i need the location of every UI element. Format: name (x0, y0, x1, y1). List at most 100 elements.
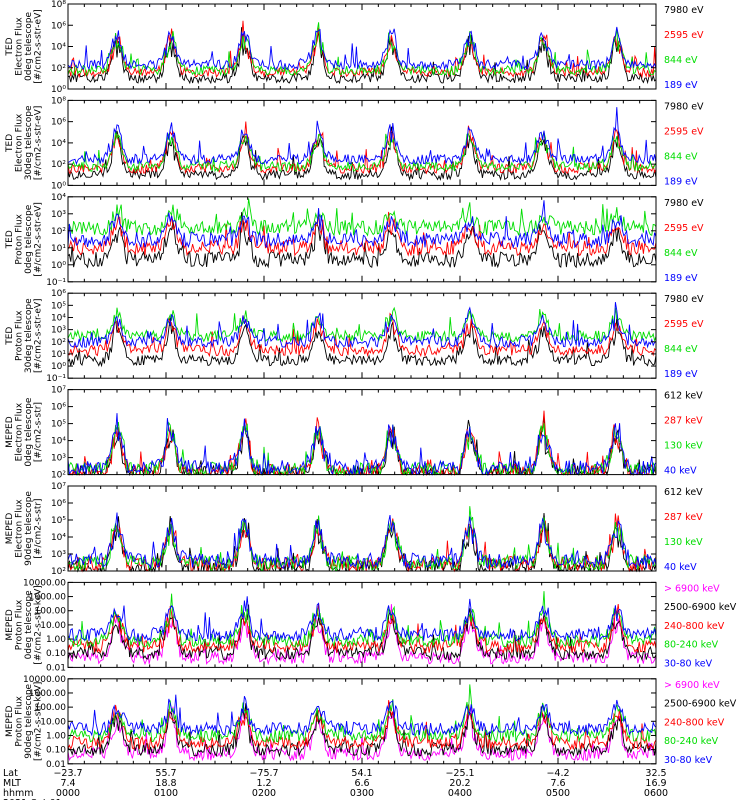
time-axis-label: −25.1 (445, 768, 474, 779)
y-tick-label: 10⁵ (51, 301, 66, 311)
legend-entry: 287 keV (664, 416, 703, 427)
legend-entry: 2500-6900 keV (664, 699, 737, 710)
y-tick-label: 10² (51, 160, 66, 170)
legend-entry: 40 keV (664, 466, 697, 477)
y-axis-label: [#/cm2-s-str-keV] (34, 585, 44, 664)
y-tick-label: 10⁰ (51, 181, 66, 191)
y-axis-label: [#/cm2-s-str] (34, 498, 44, 558)
y-tick-label: 10⁻¹ (46, 278, 66, 288)
panel-2: 10⁰ 10² 10⁴ 10⁶ 10⁸ TED Electron Flux 30deg tel… (5, 96, 704, 191)
time-axis-label: 20.2 (449, 778, 470, 789)
series-line (67, 200, 657, 249)
y-axis-label: 0deg telescope (24, 204, 34, 274)
y-tick-label: 1.00 (46, 731, 66, 741)
y-tick-label: 10⁷ (51, 386, 66, 396)
panel-7: 0.01 0.10 1.00 10.00 100.00 1000.00 10000.00 ME… (5, 578, 737, 673)
series-line (67, 694, 657, 737)
y-axis-label: TED (5, 37, 15, 56)
legend-entry: 7980 eV (664, 101, 704, 112)
y-tick-label: 10⁶ (51, 499, 66, 509)
y-tick-label: 10⁶ (51, 21, 66, 31)
y-axis-label: Proton Flux (15, 599, 25, 650)
panel-5: 10² 10³ 10⁴ 10⁵ 10⁶ 10⁷ MEPED Electron Flux 0deg… (5, 386, 703, 481)
y-tick-label: 10⁴ (51, 193, 66, 203)
time-axis-label: 55.7 (155, 768, 176, 779)
time-axis-label: 0600 (644, 788, 668, 799)
y-tick-label: 10² (51, 338, 66, 348)
y-axis-label: [#/cm2-s-str-eV] (34, 202, 44, 277)
legend-entry: 80-240 keV (664, 736, 719, 747)
legend-entry: 844 eV (664, 344, 698, 355)
time-axis-label: 0300 (350, 788, 374, 799)
legend-entry: 189 eV (664, 273, 698, 284)
y-tick-label: 10⁴ (51, 139, 66, 149)
time-axis-label: 7.6 (550, 778, 565, 789)
legend-entry: 287 keV (664, 512, 703, 523)
time-axis-label: −23.7 (53, 768, 82, 779)
y-axis-label: Proton Flux (15, 310, 25, 361)
y-tick-label: 10⁰ (51, 362, 66, 372)
legend-entry: 80-240 keV (664, 640, 719, 651)
panel-4: 10⁻¹ 10⁰ 10¹ 10² 10³ 10⁴ 10⁵ 10⁶ TED Proton Flux 3… (5, 289, 704, 384)
y-tick-label: 1000.00 (29, 593, 66, 603)
legend-entry: 612 keV (664, 391, 703, 402)
legend-entry: 7980 eV (664, 5, 704, 16)
y-tick-label: 10¹ (51, 350, 66, 360)
y-axis-label: Proton Flux (15, 695, 25, 746)
y-tick-label: 10² (51, 64, 66, 74)
y-tick-label: 10⁴ (51, 437, 66, 447)
y-axis-label: TED (5, 230, 15, 249)
panel-6: 10² 10³ 10⁴ 10⁵ 10⁶ 10⁷ MEPED Electron Flux 90de… (5, 482, 703, 577)
legend-entry: 40 keV (664, 562, 697, 573)
y-tick-label: 10⁵ (51, 420, 66, 430)
series-line (67, 312, 657, 358)
time-axis-label: 7.4 (60, 778, 75, 789)
legend-entry: 130 keV (664, 537, 703, 548)
series-line (67, 121, 657, 175)
legend-entry: 240-800 keV (664, 621, 725, 632)
y-tick-label: 10³ (51, 210, 66, 220)
legend-entry: 130 keV (664, 441, 703, 452)
series-line (67, 506, 657, 572)
series-line (67, 26, 657, 71)
legend-entry: 30-80 keV (664, 755, 713, 766)
y-tick-label: 10⁴ (51, 313, 66, 323)
legend-entry: 2595 eV (664, 30, 704, 41)
series-line (67, 684, 657, 744)
legend-entry: 844 eV (664, 151, 698, 162)
y-tick-label: 0.10 (46, 649, 66, 659)
panel-1: 10⁰ 10² 10⁴ 10⁶ 10⁸ TED Electron Flux 0deg tele… (5, 0, 704, 95)
legend-entry: 189 eV (664, 369, 698, 380)
series-line (67, 591, 657, 649)
y-axis-label: MEPED (5, 513, 15, 545)
legend-entry: 7980 eV (664, 198, 704, 209)
legend-entry: 7980 eV (664, 294, 704, 305)
y-tick-label: 10⁰ (51, 261, 66, 271)
time-axis-label: 54.1 (351, 768, 372, 779)
series-line (67, 604, 657, 666)
series-line (67, 198, 657, 237)
y-tick-label: 10³ (51, 454, 66, 464)
time-axis-label: 18.8 (155, 778, 176, 789)
y-tick-label: 10² (51, 227, 66, 237)
time-axis-label: 0100 (154, 788, 178, 799)
legend-entry: 844 eV (664, 248, 698, 259)
series-line (67, 107, 657, 166)
y-tick-label: 10⁶ (51, 403, 66, 413)
series-line (67, 27, 657, 85)
y-axis-label: TED (5, 134, 15, 153)
y-axis-label: 90deg telescope (24, 491, 34, 566)
time-axis-label: 0200 (252, 788, 276, 799)
y-axis-label: [#/cm2-s-str] (34, 402, 44, 462)
time-axis-label: −4.2 (546, 768, 569, 779)
y-tick-label: 1.00 (46, 635, 66, 645)
y-tick-label: 10³ (51, 326, 66, 336)
y-tick-label: 10³ (51, 550, 66, 560)
y-tick-label: 10² (51, 567, 66, 577)
legend-entry: 30-80 keV (664, 658, 713, 669)
panel-8: 0.01 0.10 1.00 10.00 100.00 1000.00 10000.00 ME… (5, 675, 737, 770)
y-axis-label: 30deg telescope (24, 105, 34, 180)
time-axis-label: 0400 (448, 788, 472, 799)
y-tick-label: 100.00 (35, 703, 67, 713)
